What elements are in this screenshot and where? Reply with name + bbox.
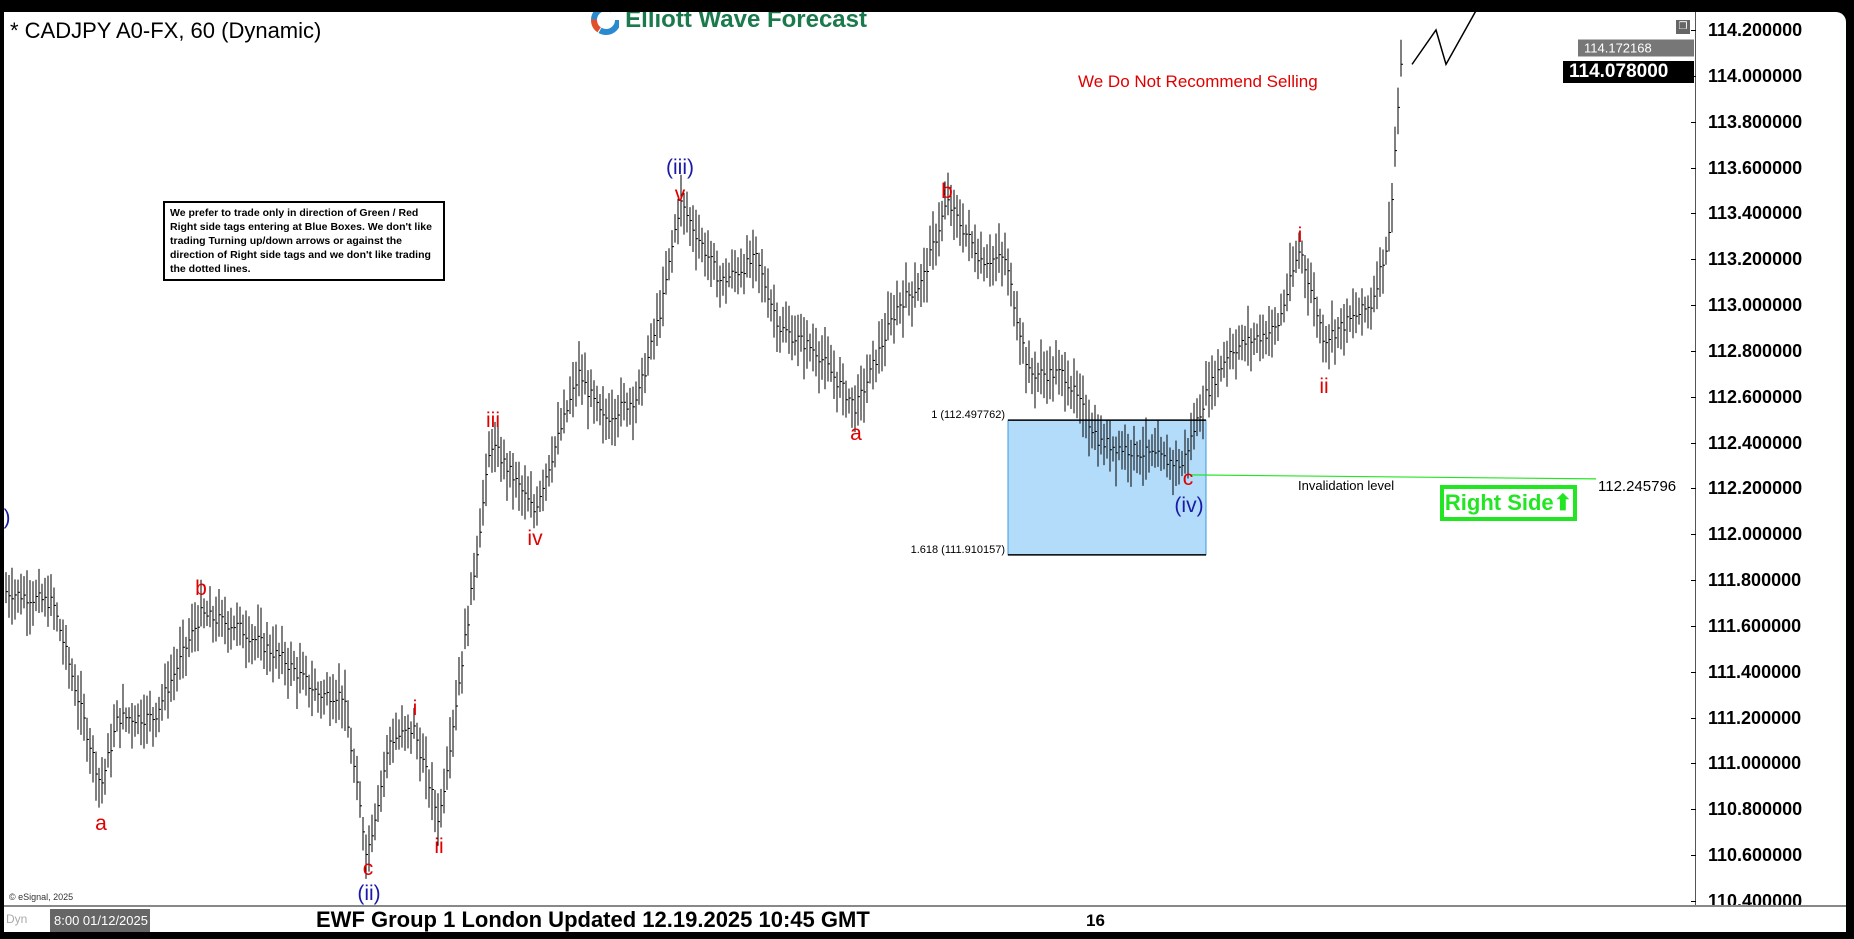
chart-title: * CADJPY A0-FX, 60 (Dynamic): [10, 18, 322, 43]
wave-label: c: [1182, 467, 1194, 490]
wave-label: v: [674, 183, 686, 206]
chart-window: * CADJPY A0-FX, 60 (Dynamic) Elliott Wav…: [4, 12, 1846, 932]
y-tick-mark: [1691, 625, 1696, 627]
wave-label: iii: [486, 409, 500, 432]
y-tick-label: 114.200000: [1708, 20, 1803, 40]
y-tick-label: 112.200000: [1708, 478, 1803, 499]
y-tick-label: 113.600000: [1708, 157, 1803, 178]
y-tick-mark: [1691, 717, 1696, 719]
right-side-tag: Right Side ⬆: [1440, 485, 1577, 521]
fib-level-1: 1 (112.497762): [931, 409, 1005, 421]
y-tick-label: 112.000000: [1708, 524, 1803, 545]
logo-icon: [591, 12, 620, 35]
y-tick-label: 112.400000: [1708, 432, 1803, 453]
esignal-copyright: © eSignal, 2025: [9, 892, 74, 902]
last-price-tag: 114.078000: [1563, 61, 1694, 83]
y-tick-mark: [1691, 809, 1696, 811]
y-tick-mark: [1691, 167, 1696, 169]
price-axis[interactable]: 114.200000 114.000000 113.800000 113.600000…: [1563, 12, 1846, 910]
y-tick-mark: [1691, 350, 1696, 352]
y-tick-mark: [1691, 396, 1696, 398]
y-tick-mark: [1691, 121, 1696, 123]
arrow-up-icon: ⬆: [1553, 490, 1573, 515]
y-tick-label: 113.800000: [1708, 111, 1803, 132]
y-tick-mark: [1691, 900, 1696, 902]
x-tick-16: 16: [1086, 911, 1105, 930]
wave-label: (iii): [666, 156, 694, 179]
y-tick-label: 110.800000: [1708, 799, 1803, 820]
y-tick-mark: [1691, 580, 1696, 582]
wave-label: ii: [434, 835, 444, 858]
wave-label: b: [941, 180, 953, 203]
wave-label: c: [362, 857, 374, 880]
y-tick-mark: [1691, 488, 1696, 490]
y-tick-label: 113.400000: [1708, 203, 1803, 224]
y-tick-label: 113.000000: [1708, 295, 1803, 316]
time-axis[interactable]: Dyn 8:00 01/12/2025 16 EWF Group 1 Londo…: [4, 905, 1846, 932]
restore-window-icon[interactable]: ❐: [1676, 20, 1690, 34]
y-tick-mark: [1691, 534, 1696, 536]
logo: Elliott Wave Forecast: [583, 12, 867, 40]
projection-path: [1411, 12, 1477, 67]
y-tick-mark: [1691, 763, 1696, 765]
fib-level-1618: 1.618 (111.910157): [910, 544, 1005, 556]
trading-note: We prefer to trade only in direction of …: [163, 201, 445, 281]
y-tick-label: 112.800000: [1708, 340, 1803, 361]
invalidation-price: 112.245796: [1598, 478, 1677, 495]
y-tick-label: 111.000000: [1708, 753, 1802, 774]
invalidation-label: Invalidation level: [1298, 478, 1395, 493]
y-tick-mark: [1691, 442, 1696, 444]
high-price-tag: 114.172168: [1578, 39, 1694, 57]
y-tick-label: 111.800000: [1708, 570, 1802, 591]
right-side-label: Right Side: [1444, 490, 1554, 515]
y-tick-mark: [1691, 213, 1696, 215]
y-tick-mark: [1691, 671, 1696, 673]
y-tick-mark: [1691, 259, 1696, 261]
y-tick-label: 111.400000: [1708, 661, 1802, 682]
y-tick-label: 111.200000: [1708, 707, 1802, 728]
wave-label: ii: [1319, 375, 1329, 398]
wave-label: a: [95, 812, 107, 835]
y-tick-label: 112.600000: [1708, 386, 1803, 407]
wave-label: i: [412, 697, 418, 720]
logo-text: Elliott Wave Forecast: [625, 12, 867, 33]
y-tick-label: 113.200000: [1708, 249, 1803, 270]
update-footer: EWF Group 1 London Updated 12.19.2025 10…: [316, 907, 870, 932]
y-tick-label: 111.600000: [1708, 615, 1802, 636]
y-tick-mark: [1691, 855, 1696, 857]
y-tick-mark: [1691, 305, 1696, 307]
no-sell-warning: We Do Not Recommend Selling: [1078, 72, 1318, 91]
wave-label: b: [195, 577, 207, 600]
y-tick-mark: [1691, 30, 1696, 31]
invalidation-line: [1189, 474, 1597, 480]
price-plot[interactable]: [4, 12, 1695, 905]
wave-label: ): [4, 506, 11, 529]
y-tick-label: 110.600000: [1708, 845, 1803, 866]
wave-label: i: [1297, 224, 1303, 247]
dyn-label: Dyn: [6, 912, 28, 926]
wave-label: (iv): [1174, 494, 1204, 517]
y-tick-label: 114.000000: [1708, 65, 1803, 86]
cursor-date: 8:00 01/12/2025: [50, 909, 150, 932]
wave-label: a: [850, 422, 862, 445]
wave-label: iv: [527, 527, 543, 550]
wave-label: (ii): [357, 882, 381, 905]
